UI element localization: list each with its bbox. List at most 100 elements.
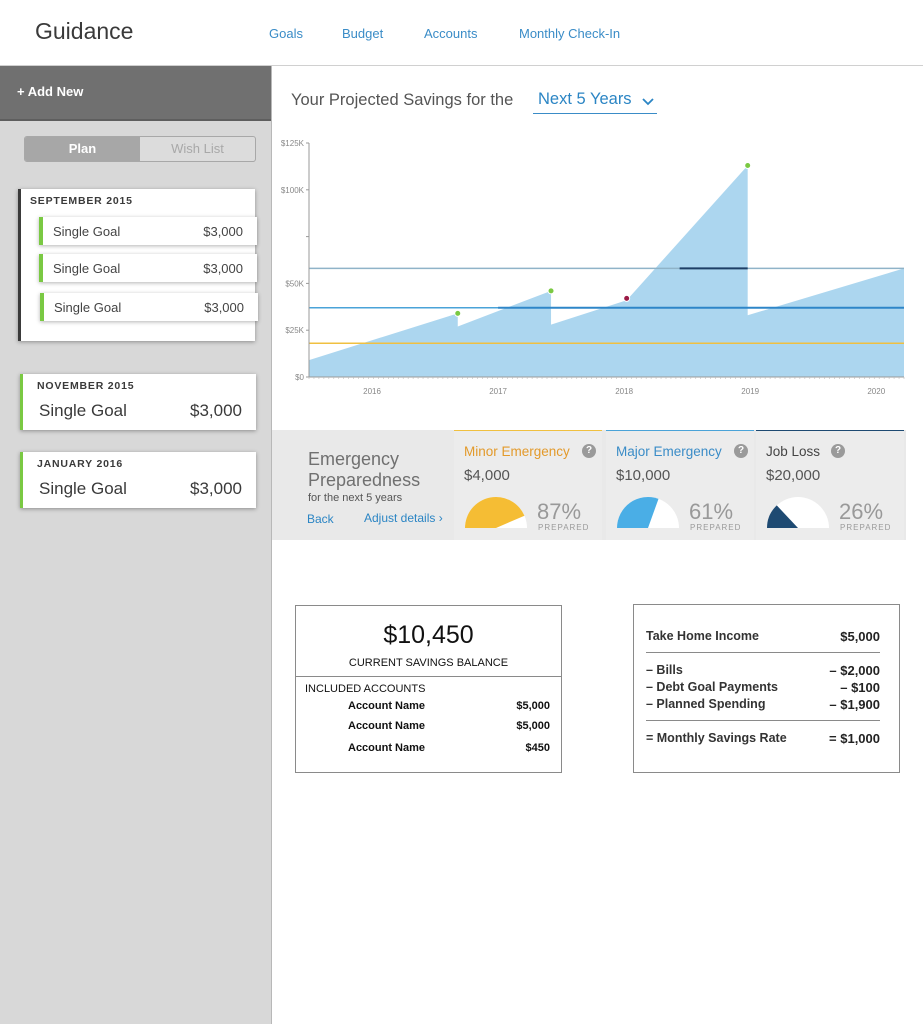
goal-name: Single Goal (54, 300, 122, 315)
add-new-button[interactable]: + Add New (0, 66, 271, 121)
account-name: Account Name (348, 700, 426, 712)
included-accounts-label: INCLUDED ACCOUNTS (305, 683, 426, 695)
adjust-details-link[interactable]: Adjust details › (364, 511, 443, 525)
y-tick-label: $50K (285, 279, 304, 288)
tab-wish-list[interactable]: Wish List (171, 141, 224, 156)
y-tick-label: $125K (281, 139, 305, 148)
x-tick-label: 2020 (867, 387, 885, 396)
goal-row[interactable]: Single Goal $3,000 (40, 293, 258, 321)
take-home-income-amount: $5,000 (840, 629, 880, 644)
y-tick-label: $0 (295, 373, 304, 382)
x-tick-label: 2019 (741, 387, 759, 396)
goal-name: Single Goal (39, 479, 127, 498)
plan-wishlist-toggle: Plan Wish List (24, 136, 256, 162)
emergency-card-job-loss[interactable]: Job Loss ? $20,000 26% PREPARED (756, 430, 904, 540)
account-amount: $5,000 (516, 720, 550, 732)
debt-goal-payments-label: – Debt Goal Payments (646, 680, 778, 694)
current-savings-label: CURRENT SAVINGS BALANCE (348, 657, 509, 669)
percent-prepared: 87% (537, 499, 582, 524)
goal-marker (547, 287, 555, 295)
month-card-november-2015[interactable]: NOVEMBER 2015 Single Goal $3,000 (20, 374, 256, 430)
take-home-income-label: Take Home Income (646, 629, 760, 643)
debt-goal-payments-amount: – $100 (840, 680, 880, 695)
emergency-amount: $20,000 (766, 467, 821, 484)
goal-amount: $3,000 (203, 224, 243, 239)
emergency-subtitle: for the next 5 years (308, 492, 403, 504)
account-name: Account Name (348, 720, 426, 732)
savings-balance-box: $10,450 CURRENT SAVINGS BALANCE INCLUDED… (295, 605, 562, 773)
x-tick-label: 2017 (489, 387, 507, 396)
gauge-fill (617, 496, 659, 528)
nav-monthly-check-in[interactable]: Monthly Check-In (519, 26, 621, 41)
sidebar: + Add New Plan Wish List SEPTEMBER 2015 … (0, 66, 272, 1024)
gauge-fill (465, 497, 525, 528)
preparedness-gauge (617, 496, 679, 528)
goal-name: Single Goal (53, 261, 121, 276)
x-tick-label: 2018 (615, 387, 633, 396)
emergency-title: Emergency Preparedness (308, 449, 421, 490)
monthly-savings-rate-label: = Monthly Savings Rate (646, 731, 787, 745)
gauge-fill (767, 505, 798, 528)
divider (646, 720, 880, 721)
account-amount: $450 (525, 742, 550, 754)
prepared-label: PREPARED (840, 523, 892, 532)
account-amount: $5,000 (516, 700, 550, 712)
divider (296, 676, 561, 677)
emergency-card-major[interactable]: Major Emergency ? $10,000 61% PREPARED (606, 430, 754, 540)
bills-label: – Bills (646, 663, 683, 677)
goal-amount: $3,000 (203, 261, 243, 276)
current-savings-amount: $10,450 (383, 621, 474, 649)
month-title: NOVEMBER 2015 (37, 380, 135, 392)
savings-rate-box: Take Home Income $5,000 – Bills – $2,000… (633, 604, 900, 773)
percent-prepared: 61% (689, 499, 734, 524)
goal-row[interactable]: Single Goal $3,000 (39, 254, 257, 282)
month-title: JANUARY 2016 (37, 458, 124, 470)
preparedness-gauge (767, 497, 829, 528)
y-tick-label: $25K (285, 326, 304, 335)
planned-spending-amount: – $1,900 (829, 697, 880, 712)
chevron-down-icon (642, 98, 654, 106)
goal-name: Single Goal (53, 224, 121, 239)
savings-chart: $125K $100K $50K $25K $0 2016 2017 2018 2019 2020 (281, 139, 905, 396)
x-tick-label: 2016 (363, 387, 381, 396)
month-card-september-2015: SEPTEMBER 2015 Single Goal $3,000 Single… (18, 189, 258, 341)
goal-row[interactable]: Single Goal $3,000 (39, 217, 257, 245)
account-name: Account Name (348, 742, 426, 754)
projection-title: Your Projected Savings for the (291, 91, 514, 109)
goal-marker (623, 294, 631, 302)
preparedness-gauge (465, 497, 527, 528)
back-link[interactable]: Back (307, 512, 334, 526)
tab-plan[interactable]: Plan (25, 137, 140, 161)
help-icon[interactable]: ? (734, 444, 748, 458)
percent-prepared: 26% (839, 499, 884, 524)
goal-marker (744, 161, 752, 169)
emergency-card-minor[interactable]: Minor Emergency ? $4,000 87% PREPARED (454, 430, 602, 540)
help-icon[interactable]: ? (831, 444, 845, 458)
nav-accounts[interactable]: Accounts (424, 26, 478, 41)
emergency-amount: $10,000 (616, 467, 671, 484)
goal-amount: $3,000 (190, 401, 242, 420)
help-icon[interactable]: ? (582, 444, 596, 458)
nav-goals[interactable]: Goals (269, 26, 303, 41)
brand-title: Guidance (35, 18, 134, 44)
goal-amount: $3,000 (190, 479, 242, 498)
month-title: SEPTEMBER 2015 (30, 195, 133, 207)
emergency-name: Minor Emergency (464, 444, 570, 459)
period-value: Next 5 Years (538, 90, 632, 108)
savings-area (309, 165, 904, 377)
bills-amount: – $2,000 (829, 663, 880, 678)
emergency-amount: $4,000 (464, 467, 510, 484)
goal-name: Single Goal (39, 401, 127, 420)
goal-marker (454, 309, 462, 317)
planned-spending-label: – Planned Spending (646, 697, 766, 711)
emergency-name: Major Emergency (616, 444, 722, 459)
goal-amount: $3,000 (204, 300, 244, 315)
month-card-january-2016[interactable]: JANUARY 2016 Single Goal $3,000 (20, 452, 256, 508)
nav-budget[interactable]: Budget (342, 26, 384, 41)
top-bar: Guidance Goals Budget Accounts Monthly C… (0, 0, 923, 66)
period-dropdown[interactable]: Next 5 Years (533, 90, 657, 114)
prepared-label: PREPARED (538, 523, 590, 532)
emergency-name: Job Loss (766, 444, 821, 459)
emergency-panel: Emergency Preparedness for the next 5 ye… (272, 430, 906, 540)
monthly-savings-rate-amount: = $1,000 (829, 731, 880, 746)
